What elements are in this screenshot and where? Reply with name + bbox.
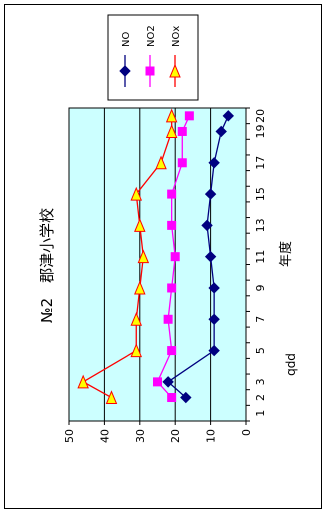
data-point-no [222, 110, 235, 122]
legend-label-no: NO [121, 32, 132, 47]
data-point-no2 [167, 393, 177, 403]
data-point-no2 [177, 126, 187, 136]
series-no2 [153, 111, 194, 403]
data-point-no2 [184, 111, 194, 121]
data-point-nox [134, 218, 146, 232]
legend: NO NO2 NOx [107, 14, 199, 101]
x-tick-label: 1 [254, 410, 267, 417]
legend-marker-no [119, 65, 131, 77]
data-point-nox [130, 343, 143, 358]
grid-lines [103, 108, 212, 421]
y-axis-ticks: 0 10 20 30 40 50 [63, 421, 253, 443]
x-tick-label: 17 [254, 156, 267, 170]
data-point-no2 [153, 377, 162, 387]
data-point-nox [130, 186, 143, 201]
y-tick-label: 10 [205, 429, 218, 443]
data-point-nox [130, 311, 143, 326]
data-point-no [208, 313, 220, 325]
legend-label-nox: NOx [171, 26, 182, 47]
data-point-nox [137, 249, 150, 264]
data-point-no2 [167, 346, 177, 356]
series-nox [77, 108, 178, 405]
data-point-nox [77, 374, 89, 389]
data-point-no2 [167, 220, 177, 230]
x-axis-label: 年度 [278, 241, 294, 267]
legend-marker-no2 [145, 66, 155, 76]
x-tick-label: 3 [254, 378, 267, 385]
y-tick-label: 0 [240, 429, 253, 436]
x-tick-label: 13 [254, 218, 267, 232]
x-tick-label: 20 [254, 109, 267, 123]
chart-title: №2 郡津小学校 [38, 208, 56, 323]
x-tick-label: 15 [254, 187, 267, 201]
data-point-no [204, 250, 217, 263]
data-point-no [162, 376, 174, 388]
x-tick-label: 19 [254, 124, 267, 138]
data-point-nox [165, 124, 178, 138]
data-point-no [208, 157, 220, 169]
data-point-no [180, 391, 192, 404]
data-point-no2 [177, 158, 187, 168]
data-point-no [201, 219, 213, 232]
y-tick-label: 30 [134, 429, 147, 443]
series-group [77, 108, 235, 405]
data-point-no [208, 282, 220, 294]
data-point-no [204, 188, 217, 200]
x-tick-label: 5 [254, 347, 267, 354]
series-no [162, 110, 235, 404]
y-axis-label: ppb [285, 353, 299, 376]
x-tick-label: 11 [254, 250, 267, 264]
data-point-nox [134, 280, 146, 295]
legend-label-no2: NO2 [146, 25, 157, 47]
data-point-no [215, 125, 227, 138]
data-point-no [208, 344, 220, 357]
x-tick-label: 9 [254, 284, 267, 291]
x-tick-label: 7 [254, 316, 267, 323]
data-point-no2 [167, 189, 177, 199]
chart-frame [4, 4, 322, 509]
data-point-nox [165, 108, 178, 123]
data-point-no2 [170, 252, 180, 262]
y-tick-label: 50 [63, 429, 76, 443]
data-point-no2 [167, 283, 177, 293]
y-tick-label: 40 [98, 429, 111, 443]
data-point-nox [155, 155, 167, 170]
legend-marker-nox [169, 63, 181, 78]
data-point-no2 [163, 314, 173, 324]
x-tick-label: 2 [254, 394, 267, 401]
y-tick-label: 20 [169, 429, 182, 443]
data-point-nox [105, 390, 118, 405]
